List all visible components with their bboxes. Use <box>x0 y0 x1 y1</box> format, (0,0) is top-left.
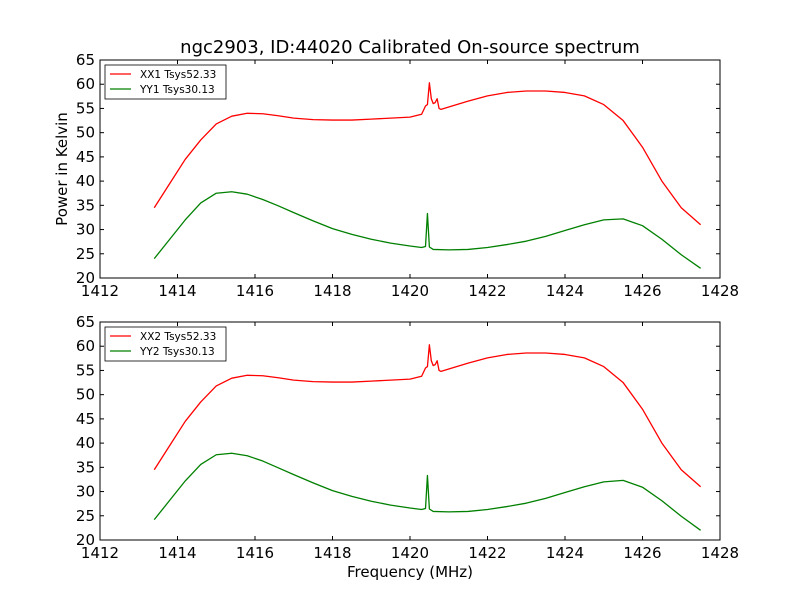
y-tick-label: 45 <box>76 148 95 166</box>
y-tick-label: 55 <box>76 361 95 379</box>
plot-panel-1: 1412 1414 1416 1418 1420 1422 1424 1426 1428 20 25… <box>53 51 739 300</box>
chart-panels: 1412 1414 1416 1418 1420 1422 1424 1426 1428 20 25… <box>53 51 739 581</box>
y-tick-label: 55 <box>76 99 95 117</box>
y-tick-label: 35 <box>76 196 95 214</box>
y-tick-label: 35 <box>76 458 95 476</box>
series-line-2 <box>153 191 702 269</box>
legend-label-2: YY1 Tsys30.13 <box>139 84 215 96</box>
x-tick-label: 1416 <box>236 282 274 300</box>
x-tick-label: 1412 <box>81 282 119 300</box>
x-tick-label: 1428 <box>701 282 739 300</box>
x-tick-label: 1426 <box>623 544 661 562</box>
legend: XX2 Tsys52.33 YY2 Tsys30.13 <box>104 326 227 362</box>
x-tick-label: 1424 <box>546 544 584 562</box>
y-tick-label: 30 <box>76 221 95 239</box>
x-tick-label: 1426 <box>623 282 661 300</box>
series-line-1 <box>153 344 702 488</box>
y-tick-label: 65 <box>76 313 95 331</box>
y-tick-label: 40 <box>76 172 95 190</box>
x-tick-label: 1418 <box>313 544 351 562</box>
x-tick-label: 1422 <box>468 282 506 300</box>
chart-title: ngc2903, ID:44020 Calibrated On-source s… <box>180 37 640 58</box>
x-tick-label: 1420 <box>391 544 429 562</box>
legend-label-1: XX2 Tsys52.33 <box>140 331 216 343</box>
x-tick-label: 1418 <box>313 282 351 300</box>
x-tick-label: 1422 <box>468 544 506 562</box>
y-tick-label: 30 <box>76 483 95 501</box>
x-tick-label: 1420 <box>391 282 429 300</box>
x-tick-label: 1412 <box>81 544 119 562</box>
y-tick-label: 45 <box>76 410 95 428</box>
series-line-1 <box>153 82 702 226</box>
series-line-2 <box>153 452 702 531</box>
y-tick-label: 20 <box>76 531 95 549</box>
y-tick-label: 60 <box>76 337 95 355</box>
x-tick-label: 1424 <box>546 282 584 300</box>
legend: XX1 Tsys52.33 YY1 Tsys30.13 <box>104 64 227 100</box>
x-tick-label: 1416 <box>236 544 274 562</box>
y-tick-label: 20 <box>76 269 95 287</box>
plot-panel-2: 1412 1414 1416 1418 1420 1422 1424 1426 1428 20 25… <box>76 313 739 581</box>
legend-label-2: YY2 Tsys30.13 <box>139 346 215 358</box>
x-tick-label: 1414 <box>158 544 196 562</box>
y-tick-label: 25 <box>76 507 95 525</box>
legend-box <box>104 326 227 362</box>
x-axis-label: Frequency (MHz) <box>347 563 473 581</box>
y-tick-label: 50 <box>76 124 95 142</box>
x-tick-label: 1428 <box>701 544 739 562</box>
y-tick-label: 65 <box>76 51 95 69</box>
y-tick-label: 50 <box>76 386 95 404</box>
y-tick-label: 40 <box>76 434 95 452</box>
legend-box <box>104 64 227 100</box>
y-axis-label: Power in Kelvin <box>53 112 71 226</box>
x-tick-label: 1414 <box>158 282 196 300</box>
y-tick-label: 60 <box>76 75 95 93</box>
y-tick-label: 25 <box>76 245 95 263</box>
legend-label-1: XX1 Tsys52.33 <box>140 69 216 81</box>
